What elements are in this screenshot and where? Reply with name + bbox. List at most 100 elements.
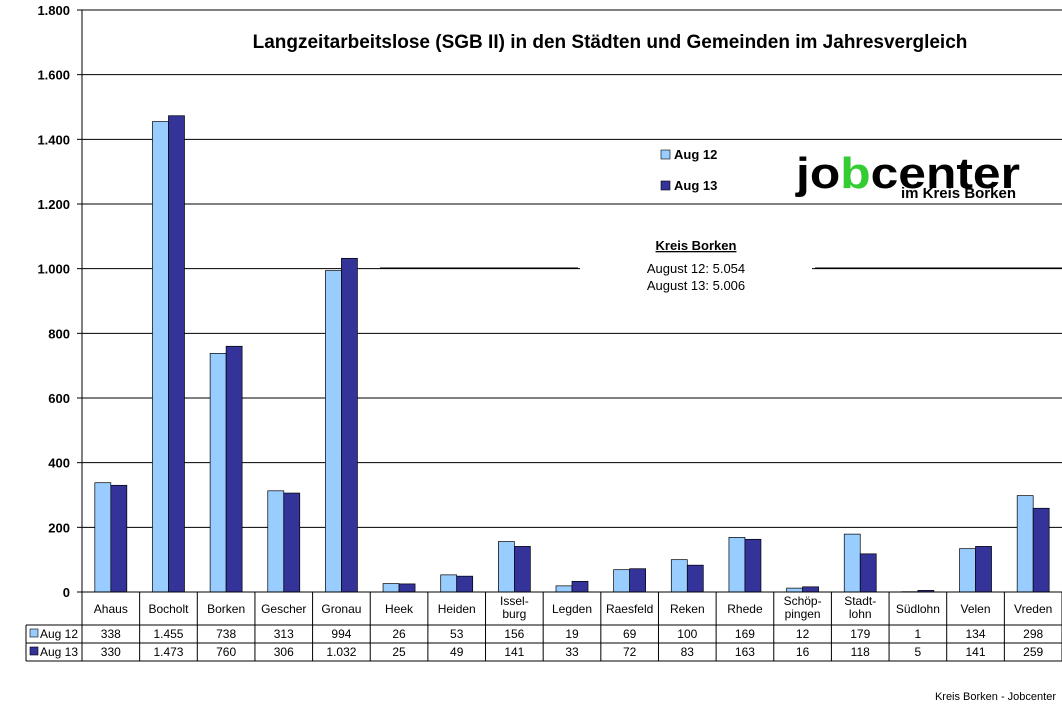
bar: [613, 569, 630, 593]
y-tick-label: 1.200: [37, 197, 70, 212]
legend-swatch: [660, 149, 671, 160]
bar: [1016, 495, 1034, 593]
bar: [555, 585, 573, 593]
table-cell-value: 338: [101, 627, 121, 641]
legend-label: Aug 12: [674, 147, 717, 162]
category-label: Issel-: [500, 594, 529, 608]
annotation-line-1: August 12: 5.054: [647, 261, 745, 276]
table-cell-value: 1.473: [153, 645, 183, 659]
table-cell-value: 156: [504, 627, 524, 641]
table-cell-value: 313: [274, 627, 294, 641]
bar: [686, 564, 704, 593]
bar: [786, 587, 803, 593]
bar: [283, 492, 301, 593]
category-label: Heek: [385, 602, 414, 616]
bar: [670, 559, 688, 593]
legend: Aug 12 Aug 13: [660, 147, 717, 193]
annotation-box: [580, 232, 812, 296]
table-cell-value: 1.455: [153, 627, 183, 641]
category-label: Legden: [552, 602, 592, 616]
bar: [728, 537, 746, 593]
gridlines: [82, 9, 1062, 528]
table-cell-value: 738: [216, 627, 236, 641]
chart-title: Langzeitarbeitslose (SGB II) in den Städ…: [253, 32, 968, 53]
bar: [94, 482, 112, 593]
table-cell-value: 1: [915, 627, 922, 641]
logo-wordmark: jo bcenter: [795, 149, 1020, 198]
data-table: Ahaus Bocholt Borken Gescher Gronau Heek Heide…: [25, 591, 1062, 662]
category-label: Bocholt: [148, 602, 189, 616]
legend-label: Aug 13: [674, 178, 717, 193]
bar: [843, 533, 861, 593]
bar: [168, 115, 185, 593]
table-cell-value: 69: [623, 627, 637, 641]
table-cell-value: 12: [796, 627, 810, 641]
bar: [498, 541, 515, 593]
bar: [152, 121, 169, 593]
bar: [225, 345, 243, 593]
bar: [1032, 507, 1050, 593]
bar: [267, 490, 285, 593]
table-cell-value: 298: [1023, 627, 1043, 641]
category-label: Reken: [670, 602, 705, 616]
category-label: Heiden: [438, 602, 476, 616]
table-cell-value: 1.032: [326, 645, 356, 659]
table-cell-value: 49: [450, 645, 464, 659]
footer-credit: Kreis Borken - Jobcenter: [935, 691, 1056, 703]
bar: [382, 583, 400, 593]
table-cell-value: 118: [851, 645, 870, 659]
table-legend-key: [29, 628, 39, 638]
logo-subtitle: im Kreis Borken: [901, 185, 1016, 202]
y-tick-label: 800: [48, 326, 70, 341]
category-label: Raesfeld: [606, 602, 653, 616]
table-cell-value: 26: [392, 627, 406, 641]
bar: [959, 548, 976, 593]
table-cell-value: 141: [966, 645, 986, 659]
table-cell-value: 72: [623, 645, 637, 659]
category-label: pingen: [785, 607, 821, 621]
annotation-title: Kreis Borken: [656, 238, 737, 253]
table-cell-value: 259: [1023, 645, 1043, 659]
y-tick-label: 600: [48, 391, 70, 406]
bar: [456, 575, 474, 593]
bar: [341, 257, 358, 593]
category-label: Velen: [961, 602, 991, 616]
table-cell-value: 100: [677, 627, 697, 641]
table-cell-value: 141: [504, 645, 524, 659]
category-label: Gronau: [321, 602, 361, 616]
table-cell-value: 169: [735, 627, 755, 641]
table-cell-value: 25: [392, 645, 406, 659]
table-cell-value: 760: [216, 645, 236, 659]
table-legend-key: [29, 646, 39, 656]
legend-swatch: [660, 180, 671, 191]
y-axis: 0 200 400 600 800 1.000 1.200 1.400 1.600 1.800: [37, 3, 83, 600]
category-label: Borken: [207, 602, 245, 616]
category-label: burg: [502, 607, 526, 621]
y-tick-label: 1.800: [37, 3, 70, 18]
table-cell-value: 33: [565, 645, 579, 659]
bar: [440, 574, 458, 593]
table-cell-value: 994: [331, 627, 351, 641]
table-cell-value: 53: [450, 627, 464, 641]
annotation-kreis-borken: Kreis Borken August 12: 5.054 August 13:…: [380, 232, 1062, 296]
table-cell-value: 163: [735, 645, 755, 659]
table-series-name: Aug 13: [40, 645, 78, 659]
category-label: Ahaus: [94, 602, 128, 616]
annotation-line-2: August 13: 5.006: [647, 278, 745, 293]
category-label: Schöp-: [784, 594, 822, 608]
bar: [802, 586, 819, 593]
y-tick-label: 0: [63, 585, 70, 600]
bar: [325, 270, 342, 593]
bar: [975, 546, 992, 593]
bar: [209, 353, 227, 593]
y-tick-label: 1.600: [37, 68, 70, 83]
table-cell-value: 83: [681, 645, 695, 659]
bar: [398, 583, 416, 593]
bar: [571, 580, 589, 593]
category-label: Stadt-: [844, 594, 876, 608]
category-label: Rhede: [727, 602, 763, 616]
bar: [859, 553, 877, 593]
y-tick-label: 200: [48, 520, 70, 535]
y-tick-label: 1.000: [37, 262, 70, 277]
